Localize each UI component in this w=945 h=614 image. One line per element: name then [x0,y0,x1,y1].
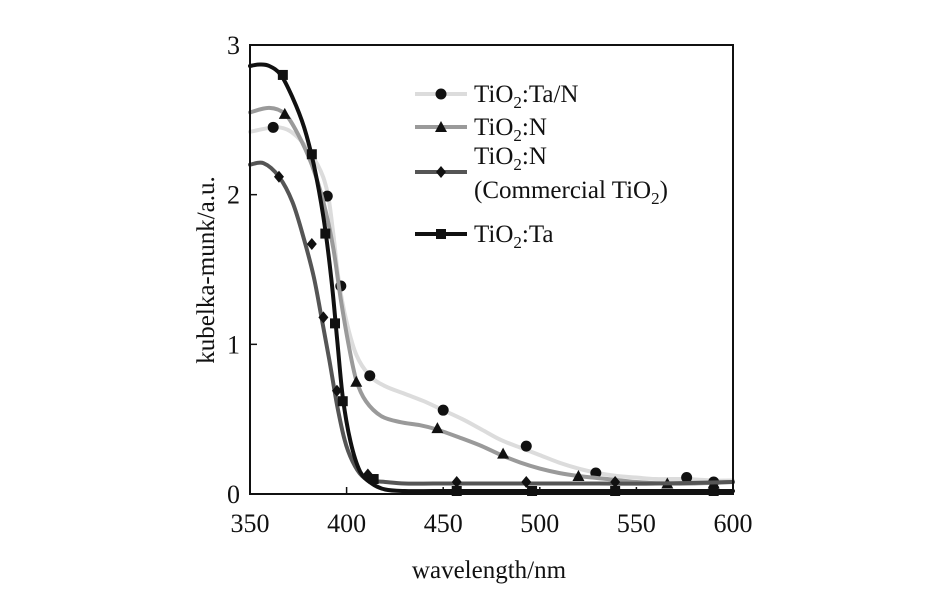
data-point-square [610,486,621,497]
legend-item-1: TiO2:N [415,114,547,145]
data-point-square [436,229,446,239]
x-axis-label: wavelength/nm [412,557,567,584]
data-point-diamond [451,476,462,489]
data-point-triangle [431,422,444,434]
data-point-circle [435,88,447,100]
plot-frame [249,44,734,495]
legend-label-line2: (Commercial TiO2) [474,177,668,208]
data-point-triangle [350,375,363,387]
data-point-square [527,486,538,497]
y-axis-label: kubelka-munk/a.u. [193,176,220,363]
data-point-triangle [497,447,510,459]
data-point-square [277,69,288,80]
y-tick-label: 0 [227,480,240,509]
legend-label: TiO2:Ta [474,221,553,252]
x-tick-label: 450 [424,509,463,538]
ticks-layer: 350 400 450 500 550 600 0 1 2 3 [227,31,753,538]
data-point-diamond [610,476,621,489]
legend-label: TiO2:N [474,143,547,174]
y-tick-label: 2 [227,181,240,210]
legend-label: TiO2:Ta/N [474,81,578,112]
data-point-circle [364,370,376,382]
data-point-square [320,228,331,239]
data-point-circle [681,472,693,484]
data-point-square [306,149,317,160]
x-tick-label: 350 [231,509,270,538]
data-point-square [368,474,379,485]
x-tick-label: 500 [520,509,559,538]
data-point-square [337,396,348,407]
x-tick-label: 600 [714,509,753,538]
data-point-diamond [273,170,284,183]
series-line [248,62,735,494]
data-point-circle [520,440,532,452]
legend-item-0: TiO2:Ta/N [415,81,578,112]
data-point-diamond [521,476,532,489]
data-point-diamond [436,166,446,178]
x-tick-label: 550 [617,509,656,538]
data-point-triangle [435,121,447,132]
data-point-triangle [572,470,585,482]
data-point-square [451,486,462,497]
data-point-diamond [306,238,317,251]
data-point-circle [267,121,279,133]
data-point-triangle [278,107,291,119]
y-tick-label: 1 [227,330,240,359]
series-3 [248,62,735,497]
legend-label: TiO2:N [474,114,547,145]
data-point-square [708,486,719,497]
y-tick-label: 3 [227,31,240,60]
data-point-diamond [318,311,329,324]
legend-item-2: TiO2:N(Commercial TiO2) [415,143,668,208]
data-point-circle [437,404,449,416]
series-layer [248,62,735,497]
legend-item-3: TiO2:Ta [415,221,553,252]
data-point-square [330,318,341,329]
series-line [248,125,735,483]
x-tick-label: 400 [327,509,366,538]
data-point-diamond [331,384,342,397]
